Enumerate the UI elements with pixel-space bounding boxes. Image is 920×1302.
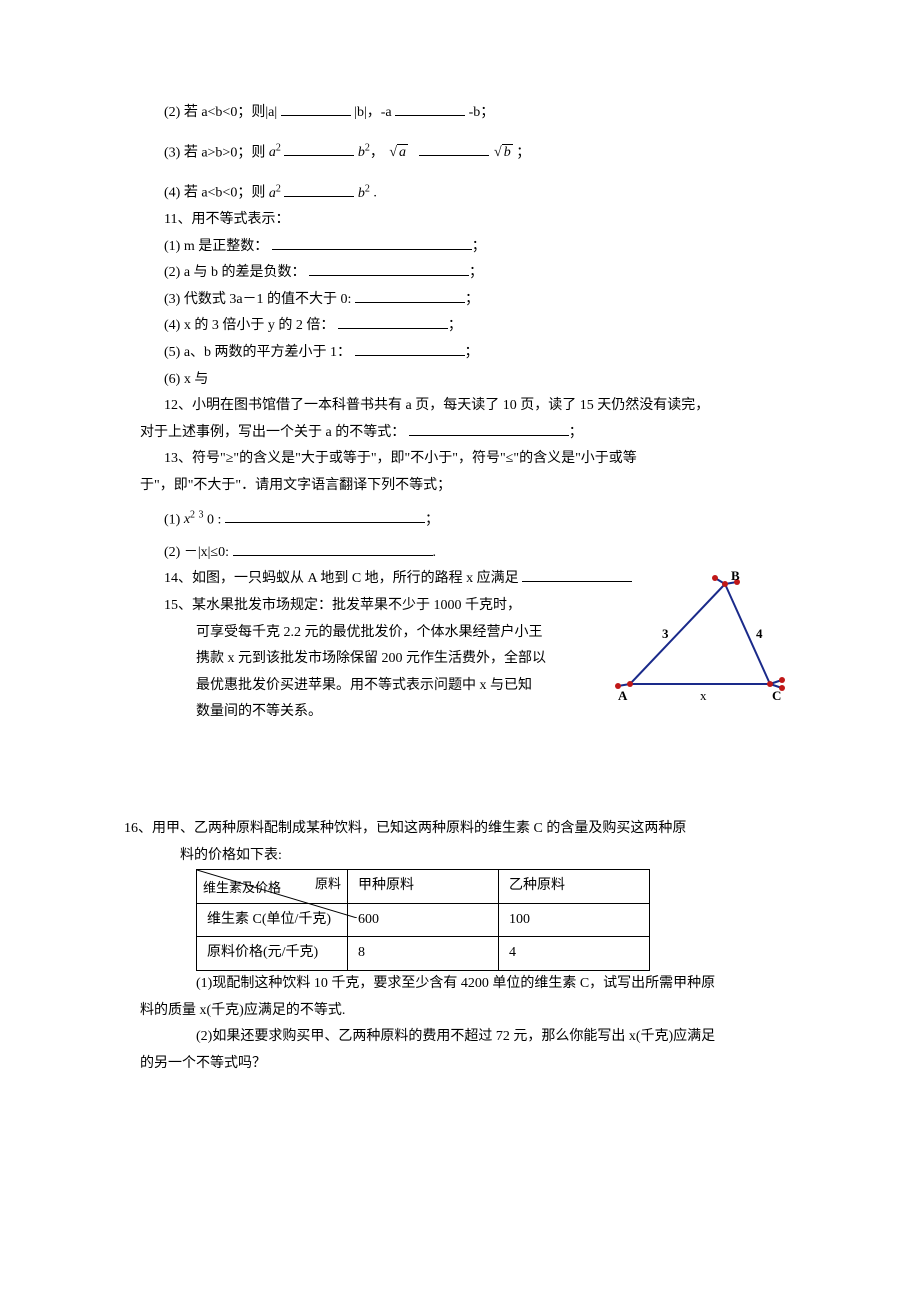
blank xyxy=(284,141,354,156)
q10-4-suffix: . xyxy=(373,186,377,201)
q10-3-suffix: ； xyxy=(516,145,530,160)
q11-3-label: (3) 代数式 3a－1 的值不大于 0: xyxy=(164,292,351,307)
q10-4-prefix: (4) 若 a<b<0；则 xyxy=(164,186,265,201)
q13-i1-a: (1) xyxy=(164,512,184,527)
blank xyxy=(272,235,472,250)
svg-text:A: A xyxy=(618,688,628,703)
q11-title: 11、用不等式表示： xyxy=(140,207,780,234)
table-header-2: 乙种原料 xyxy=(499,870,650,904)
var-b: b xyxy=(358,145,365,160)
q16-p2b: 的另一个不等式吗？ xyxy=(140,1051,780,1078)
q10-3-prefix: (3) 若 a>b>0；则 xyxy=(164,145,269,160)
q16-p1b: 料的质量 x(千克)应满足的不等式. xyxy=(140,998,780,1025)
q10-2-suffix: -b； xyxy=(469,105,495,120)
svg-text:B: B xyxy=(731,568,740,583)
table-row2-v1: 8 xyxy=(348,937,499,971)
blank xyxy=(338,314,448,329)
var-a: a xyxy=(269,186,276,201)
q12-l2: 对于上述事例，写出一个关于 a 的不等式： ； xyxy=(140,420,780,447)
q13-i2: (2) －|x|≤0: . xyxy=(140,540,780,567)
triangle-svg: A B C 3 4 x xyxy=(610,566,790,706)
blank xyxy=(284,182,354,197)
svg-text:4: 4 xyxy=(756,626,763,641)
q11-5-label: (5) a、b 两数的平方差小于 1： xyxy=(164,345,351,360)
q16-l1: 16、用甲、乙两种原料配制成某种饮料，已知这两种原料的维生素 C 的含量及购买这… xyxy=(124,816,780,843)
table-row2-label: 原料价格(元/千克) xyxy=(197,937,348,971)
table-row2-v2: 4 xyxy=(499,937,650,971)
q13-i1-b: 0 : xyxy=(207,512,221,527)
q11-6: (6) x 与 xyxy=(140,367,780,394)
table-row1-v2: 100 xyxy=(499,903,650,937)
q14-label: 14、如图，一只蚂蚁从 A 地到 C 地，所行的路程 x 应满足 xyxy=(164,571,519,586)
diag-top: 原料 xyxy=(315,872,341,897)
svg-text:x: x xyxy=(700,688,707,703)
table-header-1: 甲种原料 xyxy=(348,870,499,904)
q10-2-mid: |b|，-a xyxy=(354,105,391,120)
q16-p1: (1)现配制这种饮料 10 千克，要求至少含有 4200 单位的维生素 C，试写… xyxy=(140,971,780,998)
q13-l1: 13、符号"≥"的含义是"大于或等于"，即"不小于"，符号"≤"的含义是"小于或… xyxy=(140,446,780,473)
q13-l2: 于"，即"不大于"．请用文字语言翻译下列不等式； xyxy=(140,473,780,500)
svg-text:C: C xyxy=(772,688,781,703)
q11-3: (3) 代数式 3a－1 的值不大于 0: ； xyxy=(140,287,780,314)
blank xyxy=(281,101,351,116)
q11-4: (4) x 的 3 倍小于 y 的 2 倍： ； xyxy=(140,313,780,340)
q16-p2: (2)如果还要求购买甲、乙两种原料的费用不超过 72 元，那么你能写出 x(千克… xyxy=(140,1024,780,1051)
table-row1-v1: 600 xyxy=(348,903,499,937)
svg-text:3: 3 xyxy=(662,626,669,641)
q11-1-label: (1) m 是正整数： xyxy=(164,239,268,254)
q10-2: (2) 若 a<b<0；则|a| |b|，-a -b； xyxy=(140,100,780,127)
blank xyxy=(395,101,465,116)
q12-l2-label: 对于上述事例，写出一个关于 a 的不等式： xyxy=(140,425,405,440)
q13-i1: (1) x2 3 0 : ； xyxy=(140,506,780,534)
blank xyxy=(225,508,425,523)
q11-2-label: (2) a 与 b 的差是负数： xyxy=(164,265,306,280)
triangle-figure: A B C 3 4 x xyxy=(610,566,790,717)
q10-2-prefix: (2) 若 a<b<0；则|a| xyxy=(164,105,277,120)
blank xyxy=(355,288,465,303)
q10-3: (3) 若 a>b>0；则 a2 b2， a b ； xyxy=(140,139,780,167)
blank xyxy=(309,261,469,276)
sqrt-b: b xyxy=(502,144,513,160)
q10-4: (4) 若 a<b<0；则 a2 b2 . xyxy=(140,179,780,207)
blank xyxy=(233,541,433,556)
blank xyxy=(355,341,465,356)
q16-l2: 料的价格如下表: xyxy=(140,843,780,870)
blank xyxy=(409,421,569,436)
q13-i2-label: (2) －|x|≤0: xyxy=(164,545,229,560)
table-diag-header: 原料 维生素及价格 xyxy=(197,870,348,904)
q11-4-label: (4) x 的 3 倍小于 y 的 2 倍： xyxy=(164,318,334,333)
q11-1: (1) m 是正整数： ； xyxy=(140,234,780,261)
sqrt-a: a xyxy=(397,144,408,160)
q11-2: (2) a 与 b 的差是负数： ； xyxy=(140,260,780,287)
q11-5: (5) a、b 两数的平方差小于 1： ； xyxy=(140,340,780,367)
var-a: a xyxy=(269,145,276,160)
q12-l1: 12、小明在图书馆借了一本科普书共有 a 页，每天读了 10 页，读了 15 天… xyxy=(140,393,780,420)
ingredients-table: 原料 维生素及价格 甲种原料 乙种原料 维生素 C(单位/千克) 600 100… xyxy=(196,869,650,971)
blank xyxy=(419,141,489,156)
var-b: b xyxy=(358,186,365,201)
diag-bot: 维生素及价格 xyxy=(203,876,281,901)
